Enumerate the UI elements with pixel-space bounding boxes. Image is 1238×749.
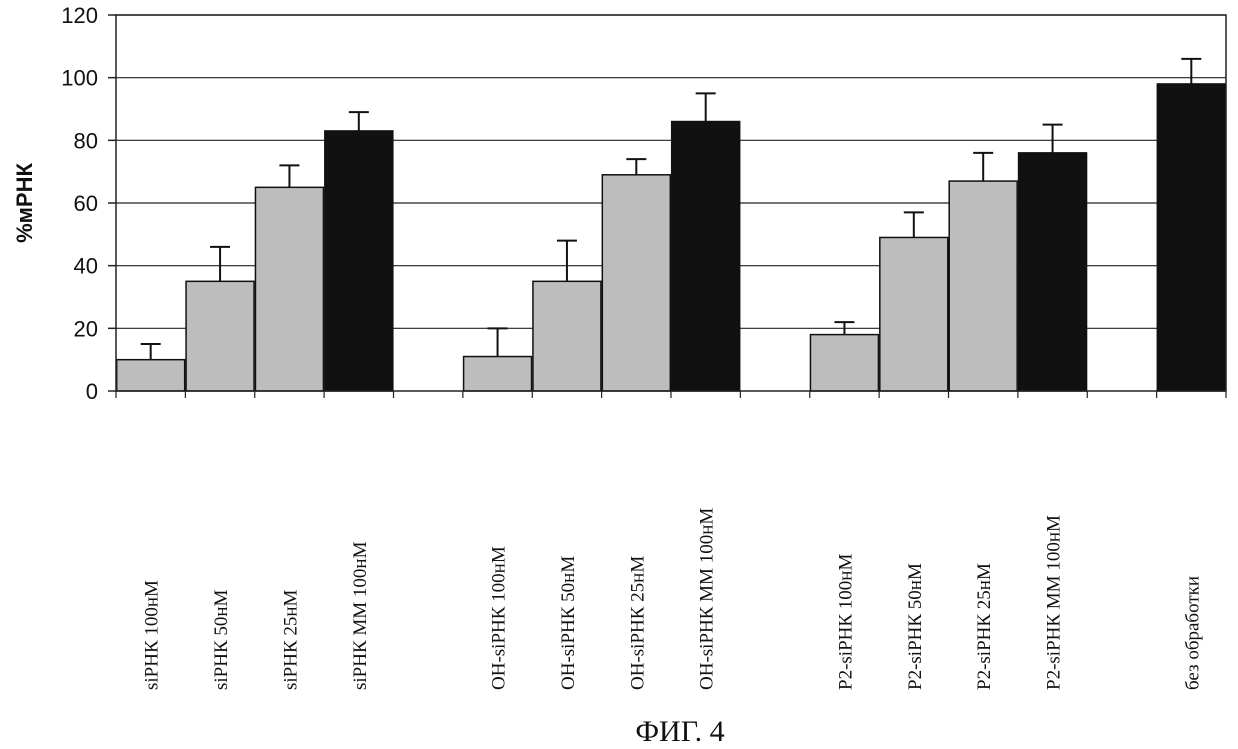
y-tick-labels: 0 20 40 60 80 100 120 [61, 3, 98, 404]
bar [670, 120, 741, 392]
category-label: без обработки [1182, 576, 1203, 690]
figure-caption: ФИГ. 4 [635, 715, 724, 748]
bar [185, 280, 255, 392]
bar [879, 236, 949, 392]
bar [948, 180, 1018, 392]
category-label: ОН-siРНК ММ 100нМ [697, 508, 718, 690]
category-label: ОН-siРНК 50нМ [558, 556, 579, 690]
category-labels: siРНК 100нМ siРНК 50нМ siРНК 25нМ siРНК ММ … [142, 508, 1204, 690]
y-tick-label: 40 [74, 254, 98, 279]
category-label: siРНК 50нМ [211, 589, 232, 690]
y-tick-label: 120 [61, 3, 98, 28]
bar [462, 355, 533, 392]
bar [601, 174, 672, 392]
category-label: siРНК 100нМ [142, 580, 163, 690]
category-label: ОН-siРНК 100нМ [489, 546, 510, 690]
category-label: Р2-siРНК 25нМ [974, 563, 995, 690]
bar [532, 280, 602, 392]
bar [1156, 83, 1227, 392]
bars [115, 83, 1227, 392]
category-label: Р2-siРНК ММ 100нМ [1044, 515, 1065, 690]
bar [809, 333, 880, 392]
bar [1017, 152, 1088, 392]
category-label: Р2-siРНК 50нМ [905, 563, 926, 690]
y-tick-label: 20 [74, 316, 98, 341]
y-tick-label: 100 [61, 66, 98, 91]
y-tick-label: 60 [74, 191, 98, 216]
error-bars [140, 57, 1202, 360]
y-tick-label: 0 [86, 379, 98, 404]
y-axis-label: %мРНК [12, 163, 37, 243]
y-tick-label: 80 [74, 128, 98, 153]
category-label: siРНК 25нМ [280, 589, 301, 690]
bar [115, 358, 186, 392]
bar [324, 130, 394, 392]
bar [254, 186, 325, 392]
category-label: siРНК ММ 100нМ [350, 541, 371, 690]
category-label: ОН-siРНК 25нМ [627, 556, 648, 690]
category-label: Р2-siРНК 100нМ [835, 554, 856, 690]
axes [108, 14, 1227, 398]
